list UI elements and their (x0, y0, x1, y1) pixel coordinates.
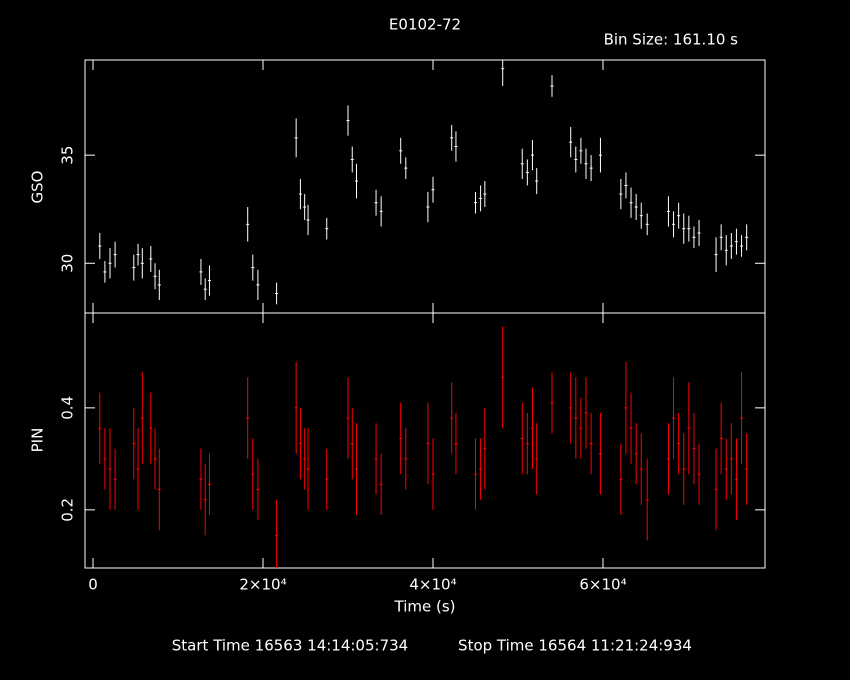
x-tick-label: 0 (88, 576, 98, 594)
panel-frame (84, 312, 766, 569)
x-tick-label: 6×10⁴ (579, 576, 626, 594)
panel-frame (84, 59, 766, 314)
x-tick-label: 4×10⁴ (409, 576, 456, 594)
x-tick-label: 2×10⁴ (239, 576, 286, 594)
stop-time: Stop Time 16564 11:21:24:934 (458, 637, 692, 655)
start-time: Start Time 16563 14:14:05:734 (172, 637, 408, 655)
y-tick-label: 30 (59, 254, 77, 273)
y-tick-label: 35 (59, 146, 77, 165)
chart-title: E0102-72 (389, 16, 461, 34)
bin-size: Bin Size: 161.10 s (604, 31, 739, 49)
y-axis-label: GSO (29, 171, 47, 204)
x-axis-label: Time (s) (394, 598, 456, 616)
y-axis-label: PIN (29, 428, 47, 453)
y-tick-label: 0.4 (59, 396, 77, 420)
y-tick-label: 0.2 (59, 498, 77, 522)
